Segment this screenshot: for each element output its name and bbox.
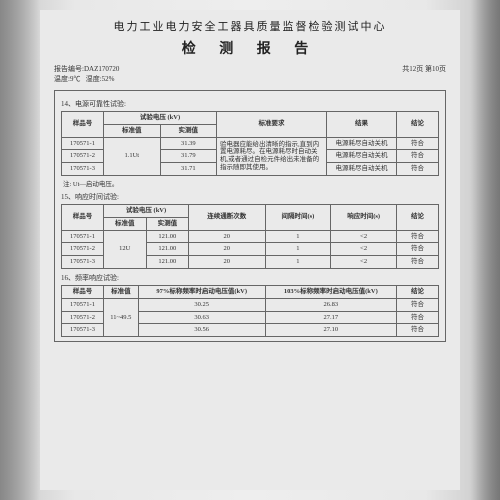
meta-row: 报告编号:DAZ170720 温度:9℃ 湿度:52% 共12页 第10页 [54,64,446,84]
meta-left: 报告编号:DAZ170720 温度:9℃ 湿度:52% [54,64,119,84]
section14-title: 14、电源可靠性试验: [61,99,439,109]
table-row: 170571-1 12U 121.00 20 1 <2 符合 [62,230,439,243]
table-row: 170571-1 11~49.5 30.25 26.83 符合 [62,298,439,311]
table-16: 样品号 标准值 97%标称频率时启动电压值(kV) 103%标称频率时启动电压值… [61,285,439,337]
table-row: 170571-1 1.1Ut 31.39 验电器应能给出清晰的指示,直到内置电源… [62,137,439,150]
content-box: 14、电源可靠性试验: 样品号 试验电压 (kV) 标准要求 结果 结论 标准值… [54,90,446,342]
report-title: 检 测 报 告 [54,38,446,58]
section16-title: 16、频率响应试验: [61,273,439,283]
table-15: 样品号 试验电压 (kV) 连续通断次数 间隔时间(s) 响应时间(s) 结论 … [61,204,439,269]
section15-title: 15、响应时间试验: [61,192,439,202]
table-14: 样品号 试验电压 (kV) 标准要求 结果 结论 标准值 实测值 170571-… [61,111,439,176]
section14-note: 注: Ut—启动电压。 [63,178,439,188]
page-number: 共12页 第10页 [402,64,446,84]
report-page: 电力工业电力安全工器具质量监督检验测试中心 检 测 报 告 报告编号:DAZ17… [40,10,460,490]
org-name: 电力工业电力安全工器具质量监督检验测试中心 [54,18,446,34]
